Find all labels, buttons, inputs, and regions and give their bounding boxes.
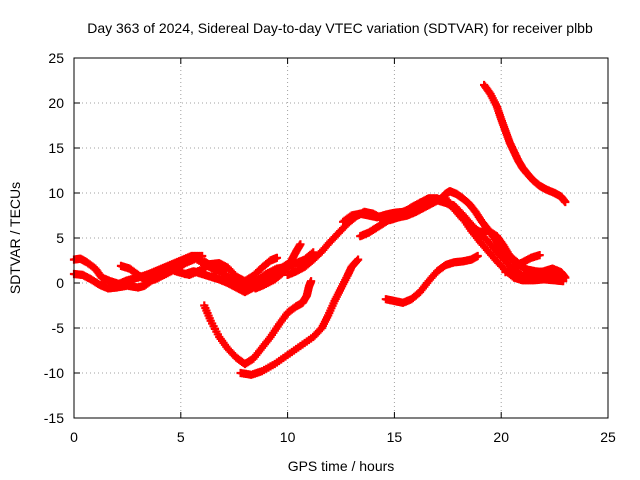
data-points <box>69 80 570 379</box>
data-point <box>296 240 305 249</box>
y-tick-labels: -15 -10 -5 0 5 10 15 20 25 <box>44 50 64 426</box>
x-tick-label: 10 <box>280 429 296 445</box>
y-tick-label: -10 <box>44 365 64 381</box>
series-track-8 <box>200 277 316 369</box>
x-tick-labels: 0 5 10 15 20 25 <box>70 429 616 445</box>
x-tick-label: 15 <box>387 429 403 445</box>
x-tick-label: 20 <box>493 429 509 445</box>
series-track-15 <box>501 251 544 277</box>
series-track-9 <box>236 255 363 379</box>
data-point <box>353 255 363 264</box>
y-tick-label: 10 <box>48 185 64 201</box>
data-point <box>561 197 570 207</box>
y-tick-label: -5 <box>52 320 65 336</box>
y-axis-label: SDTVAR / TECUs <box>7 182 23 294</box>
y-tick-label: 25 <box>48 50 64 66</box>
series-track-16 <box>480 80 570 207</box>
y-tick-label: -15 <box>44 410 64 426</box>
chart-title: Day 363 of 2024, Sidereal Day-to-day VTE… <box>87 20 593 36</box>
x-axis-label: GPS time / hours <box>288 458 395 474</box>
series-track-13 <box>441 194 570 282</box>
data-point <box>473 251 482 261</box>
data-point <box>535 251 544 260</box>
data-point <box>306 277 316 286</box>
grid-lines <box>74 58 608 418</box>
data-point <box>561 273 570 282</box>
y-tick-label: 20 <box>48 95 64 111</box>
plot-frame <box>73 57 609 419</box>
x-tick-label: 5 <box>177 429 185 445</box>
y-tick-label: 5 <box>56 230 64 246</box>
data-point <box>272 253 282 262</box>
x-tick-label: 25 <box>600 429 616 445</box>
y-tick-label: 0 <box>56 275 64 291</box>
y-tick-label: 15 <box>48 140 64 156</box>
data-point <box>309 248 318 257</box>
x-tick-label: 0 <box>70 429 78 445</box>
series-track-7 <box>251 240 305 293</box>
series-track-14 <box>381 251 482 307</box>
